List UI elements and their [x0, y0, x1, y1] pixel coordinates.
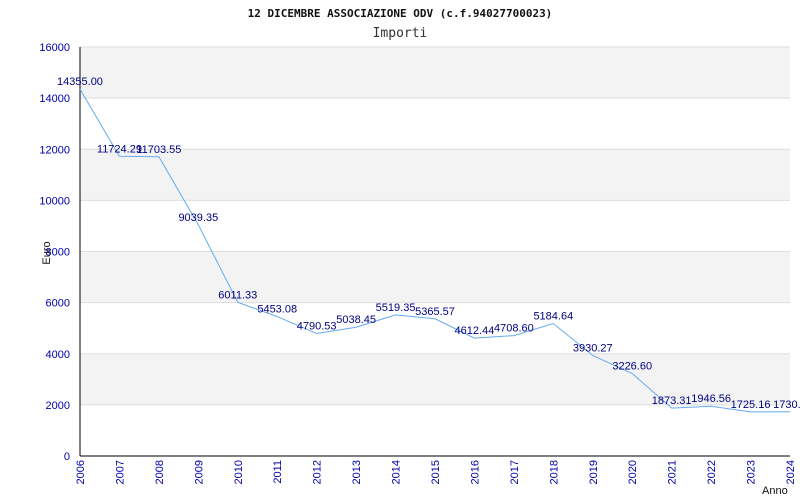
y-tick-label: 8000 [46, 247, 70, 259]
chart-title: 12 DICEMBRE ASSOCIAZIONE ODV (c.f.940277… [248, 7, 553, 20]
data-label: 4708.60 [494, 323, 534, 335]
data-label: 1725.16 [731, 399, 771, 411]
data-label: 5184.64 [533, 310, 573, 322]
x-tick-label: 2015 [430, 460, 442, 484]
x-tick-label: 2021 [667, 460, 679, 484]
x-axis-label: Anno [762, 485, 788, 497]
data-label: 5038.45 [336, 314, 376, 326]
x-tick-label: 2011 [272, 460, 284, 484]
data-label: 4612.44 [455, 325, 495, 337]
data-label: 3226.60 [612, 361, 652, 373]
y-axis-ticks: 0 2000 4000 6000 8000 10000 12000 14000 16000 [39, 42, 70, 463]
x-tick-label: 2014 [391, 460, 403, 484]
x-tick-label: 2012 [312, 460, 324, 484]
x-tick-label: 2013 [351, 460, 363, 484]
background-band [80, 353, 790, 405]
y-tick-label: 10000 [39, 195, 70, 207]
background-bands [80, 47, 790, 405]
x-tick-label: 2007 [114, 460, 126, 484]
data-label: 11724.29 [97, 143, 142, 155]
data-label: 14355.00 [57, 76, 103, 88]
data-label: 5365.57 [415, 306, 455, 318]
x-tick-label: 2017 [509, 460, 521, 484]
data-label: 1873.31 [652, 395, 692, 407]
x-tick-label: 2023 [746, 460, 758, 484]
x-tick-label: 2020 [627, 460, 639, 484]
x-tick-label: 2008 [154, 460, 166, 484]
data-label: 6011.33 [218, 289, 257, 301]
y-axis-label: Euro [41, 241, 53, 264]
background-band [80, 47, 790, 99]
chart-subtitle: Importi [373, 26, 428, 41]
series-line [79, 88, 791, 413]
x-tick-label: 2009 [193, 460, 205, 484]
y-tick-label: 16000 [39, 42, 70, 54]
data-label: 1946.56 [691, 393, 731, 405]
x-tick-label: 2024 [785, 460, 797, 484]
x-tick-label: 2010 [233, 460, 245, 484]
background-band [80, 251, 790, 303]
background-band [80, 149, 790, 201]
data-label: 11703.55 [136, 144, 181, 156]
x-axis-ticks: 2006 2007 2008 2009 2010 2011 2012 2013 2014 2015… [75, 460, 797, 484]
x-tick-label: 2016 [469, 460, 481, 484]
y-tick-label: 4000 [46, 349, 70, 361]
x-tick-label: 2018 [548, 460, 560, 484]
x-tick-label: 2006 [75, 460, 87, 484]
data-label: 4790.53 [297, 321, 337, 333]
data-label: 5519.35 [376, 302, 416, 314]
x-tick-label: 2019 [588, 460, 600, 484]
y-tick-label: 12000 [39, 144, 70, 156]
data-label: 1730.8 [773, 399, 800, 411]
data-label: 9039.35 [178, 212, 218, 224]
y-tick-label: 6000 [46, 298, 70, 310]
y-tick-label: 14000 [39, 93, 70, 105]
data-label: 5453.08 [257, 304, 297, 316]
y-tick-label: 0 [64, 451, 70, 463]
data-label: 3930.27 [573, 343, 613, 355]
y-tick-label: 2000 [46, 400, 70, 412]
x-tick-label: 2022 [706, 460, 718, 484]
